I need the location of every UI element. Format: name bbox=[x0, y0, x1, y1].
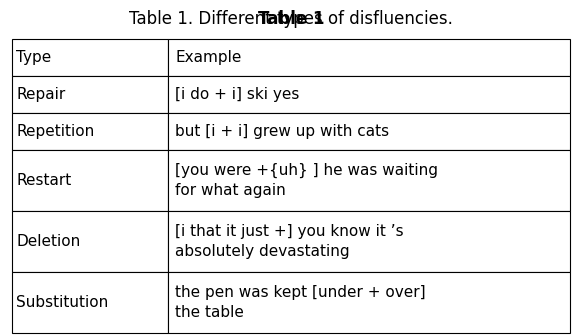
Bar bbox=[168, 39, 570, 76]
Text: [i that it just +] you know it ’s
absolutely devastating: [i that it just +] you know it ’s absolu… bbox=[175, 224, 404, 259]
Text: but [i + i] grew up with cats: but [i + i] grew up with cats bbox=[175, 124, 389, 139]
Text: Repair: Repair bbox=[16, 87, 66, 102]
Text: Repetition: Repetition bbox=[16, 124, 94, 139]
Bar bbox=[168, 150, 570, 211]
Text: Table 1. Different types of disfluencies.: Table 1. Different types of disfluencies… bbox=[129, 10, 453, 28]
Bar bbox=[12, 113, 168, 150]
Text: Table 1. Different types of disfluencies.: Table 1. Different types of disfluencies… bbox=[0, 335, 1, 336]
Bar bbox=[12, 272, 168, 333]
Bar bbox=[12, 39, 168, 76]
Text: Table 1. Different types of disfluencies.: Table 1. Different types of disfluencies… bbox=[129, 10, 453, 28]
Text: Table 1: Table 1 bbox=[258, 10, 324, 28]
Bar bbox=[12, 150, 168, 211]
Bar bbox=[168, 113, 570, 150]
Text: the pen was kept [under + over]
the table: the pen was kept [under + over] the tabl… bbox=[175, 285, 425, 320]
Text: Substitution: Substitution bbox=[16, 295, 109, 310]
Bar bbox=[12, 211, 168, 272]
Text: [you were +{uh} ] he was waiting
for what again: [you were +{uh} ] he was waiting for wha… bbox=[175, 163, 438, 198]
Bar bbox=[12, 76, 168, 113]
Bar bbox=[168, 211, 570, 272]
Text: Deletion: Deletion bbox=[16, 234, 80, 249]
Text: Type: Type bbox=[16, 50, 52, 65]
Text: [i do + i] ski yes: [i do + i] ski yes bbox=[175, 87, 300, 102]
Bar bbox=[168, 272, 570, 333]
Text: Restart: Restart bbox=[16, 173, 72, 188]
Text: Example: Example bbox=[175, 50, 242, 65]
Bar bbox=[168, 76, 570, 113]
